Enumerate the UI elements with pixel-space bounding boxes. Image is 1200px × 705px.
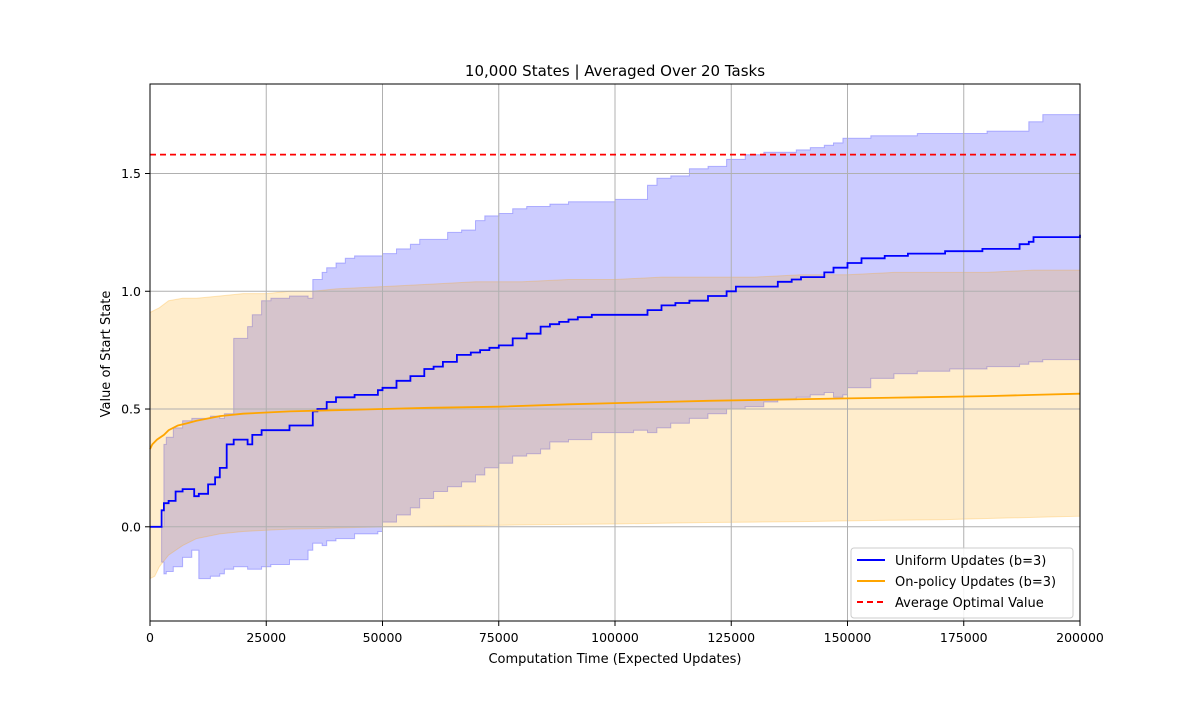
y-tick-label: 0.5 (121, 402, 141, 417)
x-tick-label: 200000 (1056, 630, 1104, 645)
x-tick-label: 125000 (707, 630, 755, 645)
series-lines (149, 153, 1081, 528)
x-tick-label: 25000 (246, 630, 286, 645)
x-tick-label: 50000 (363, 630, 403, 645)
x-axis-ticks: 0 25000 50000 75000 100000 125000 150000 175000… (146, 621, 1104, 645)
legend-label-uniform: Uniform Updates (b=3) (895, 554, 1046, 569)
series-line-uniform (150, 234, 1081, 528)
legend: Uniform Updates (b=3) On-policy Updates … (850, 547, 1074, 619)
y-tick-label: 1.0 (121, 284, 141, 299)
legend-label-optimal: Average Optimal Value (895, 596, 1044, 611)
y-tick-label: 0.0 (121, 519, 141, 534)
y-axis-ticks: 0.0 0.5 1.0 1.5 (121, 166, 150, 534)
x-axis-label: Computation Time (Expected Updates) (488, 652, 741, 667)
y-tick-label: 1.5 (121, 166, 141, 181)
x-tick-label: 175000 (940, 630, 988, 645)
x-tick-label: 75000 (479, 630, 519, 645)
legend-box (850, 547, 1074, 619)
series-line-on-policy (149, 392, 1081, 450)
x-tick-label: 0 (146, 630, 154, 645)
legend-label-on-policy: On-policy Updates (b=3) (895, 575, 1056, 590)
grid-lines (149, 84, 1081, 621)
y-axis-label: Value of Start State (99, 291, 114, 418)
x-tick-label: 150000 (824, 630, 872, 645)
x-tick-label: 100000 (591, 630, 639, 645)
chart-title: 10,000 States | Averaged Over 20 Tasks (465, 62, 765, 80)
